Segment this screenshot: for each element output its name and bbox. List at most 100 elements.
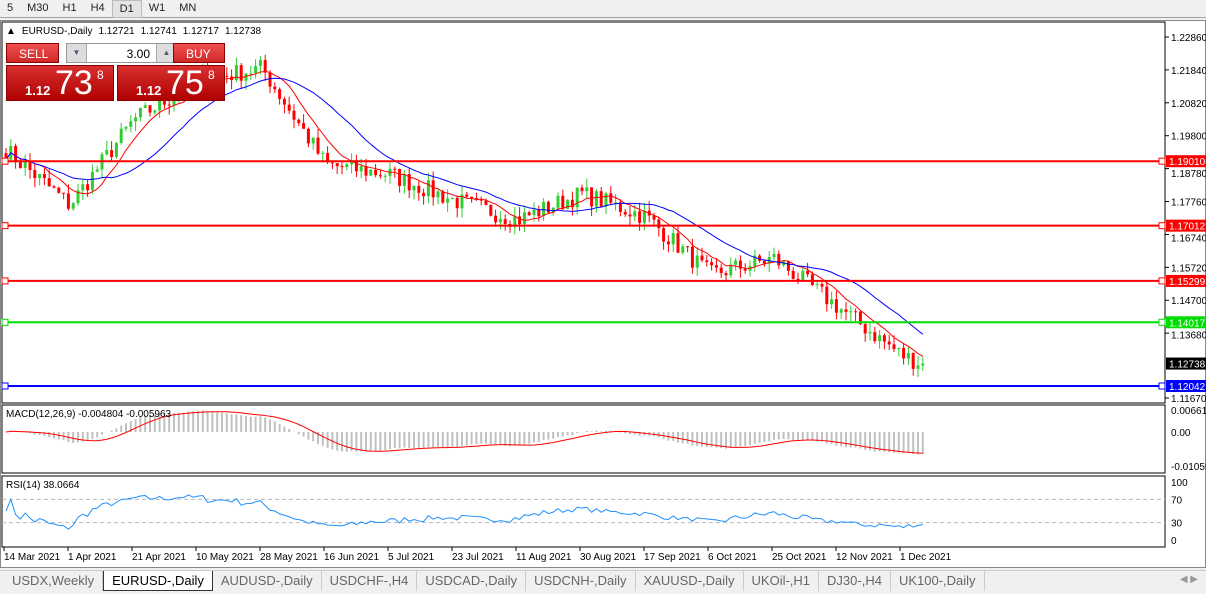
candle-body [666,241,670,245]
level-price-badge [1166,155,1206,168]
candle-body [292,110,296,120]
lot-value: 3.00 [126,47,150,61]
candle-body [393,168,397,170]
sell-price-fraction: 8 [97,68,104,82]
candle-body [518,216,522,225]
chart-tab[interactable]: USDCAD-,Daily [417,571,527,591]
date-axis-label: 5 Jul 2021 [388,552,435,563]
ohlc-open: 1.12721 [98,26,135,37]
candle-body [364,166,368,176]
candle-body [47,178,51,187]
level-handle [1158,382,1166,390]
chart-tab[interactable]: UK100-,Daily [891,571,985,591]
candle-body [311,137,315,144]
candle-body [484,200,488,205]
candle-body [321,153,325,155]
candle-body [743,268,747,271]
candle-body [738,260,742,269]
candle-body [249,73,253,75]
candle-body [273,86,277,90]
candle-body [657,219,661,229]
rsi-panel [1,475,1166,548]
candle-body [681,246,685,253]
date-axis-label: 1 Apr 2021 [68,552,117,563]
timeframe-mn[interactable]: MN [179,2,197,14]
level-price-badge [1166,274,1206,287]
candle-body [460,194,464,209]
price-axis-label: 1.13680 [1171,330,1206,341]
candle-body [33,169,37,179]
chart-tab[interactable]: USDCNH-,Daily [526,571,636,591]
chart-tab[interactable]: EURUSD-,Daily [103,571,213,591]
level-handle [1,277,9,285]
buy-label: BUY [186,47,211,61]
level-price-label: 1.15299 [1169,277,1206,288]
candle-body [700,255,704,261]
candle-body [470,196,474,199]
chart-window[interactable] [0,20,1206,568]
main-panel [1,21,1166,404]
candle-body [378,175,382,177]
candle-body [897,347,901,350]
candle-body [4,153,8,160]
chart-tab[interactable]: USDCHF-,H4 [322,571,418,591]
timeframe-h1[interactable]: H1 [62,2,77,14]
lot-increase-button[interactable]: ▲ [156,44,176,62]
collapse-triangle-icon[interactable]: ▲ [6,26,16,37]
chart-tab[interactable]: USDX,Weekly [4,571,104,591]
buy-button[interactable]: BUY [173,43,225,63]
candle-body [791,270,795,279]
candle-body [446,198,450,203]
lot-decrease-button[interactable]: ▼ [67,44,87,62]
candle-body [302,123,306,129]
level-price-badge [1166,219,1206,232]
candle-body [398,169,402,186]
candle-body [911,352,915,369]
candle-body [66,193,70,209]
buy-price-big: 1.12 [136,83,162,98]
timeframe-5[interactable]: 5 [7,2,14,14]
date-axis-label: 25 Oct 2021 [772,552,827,563]
price-axis-label: 1.20820 [1171,99,1206,110]
tab-scroll-arrows-icon[interactable]: ◀ ▶ [1179,574,1198,585]
candle-body [436,191,440,198]
date-axis-label: 10 May 2021 [196,552,254,563]
timeframe-h4[interactable]: H4 [90,2,105,14]
candle-body [268,72,272,87]
symbol-label: EURUSD-,Daily [21,26,93,37]
candle-body [858,311,862,325]
chart-title: ▲ EURUSD-,Daily 1.12721 1.12741 1.12717 … [6,26,261,37]
chart-tab[interactable]: AUDUSD-,Daily [213,571,322,591]
candle-body [618,202,622,212]
candle-body [878,335,882,342]
ma-slow-line [5,77,924,335]
timeframe-d1[interactable]: D1 [111,0,142,18]
candle-body [76,190,80,204]
candle-body [906,352,910,359]
candle-body [71,203,75,209]
chart-tab[interactable]: DJ30-,H4 [819,571,891,591]
candle-body [830,299,834,305]
sell-button[interactable]: SELL [6,43,59,63]
candle-body [57,187,61,193]
lot-size-input[interactable]: ▼ 3.00 ▲ [66,43,177,63]
timeframe-m30[interactable]: M30 [27,2,49,14]
candle-body [354,160,358,172]
chart-canvas[interactable]: 1.22860 1.21840 1.20820 1.19800 1.18780 1.177… [0,0,1206,570]
candle-body [580,187,584,192]
buy-price-button[interactable]: 1.12 75 8 [117,64,225,102]
candle-body [724,273,728,276]
chart-tab[interactable]: UKOil-,H1 [744,571,820,591]
rsi-axis-label: 100 [1171,478,1188,489]
current-price-label: 1.12738 [1169,360,1206,371]
timeframe-w1[interactable]: W1 [148,2,166,14]
candle-body [239,65,243,81]
sell-price-button[interactable]: 1.12 73 8 [6,64,114,102]
candle-body [441,191,445,203]
candle-body [609,193,613,203]
candle-body [623,211,627,215]
candle-body [114,143,118,157]
date-axis-label: 12 Nov 2021 [836,552,893,563]
candle-body [921,363,925,366]
chart-tab[interactable]: XAUUSD-,Daily [636,571,744,591]
